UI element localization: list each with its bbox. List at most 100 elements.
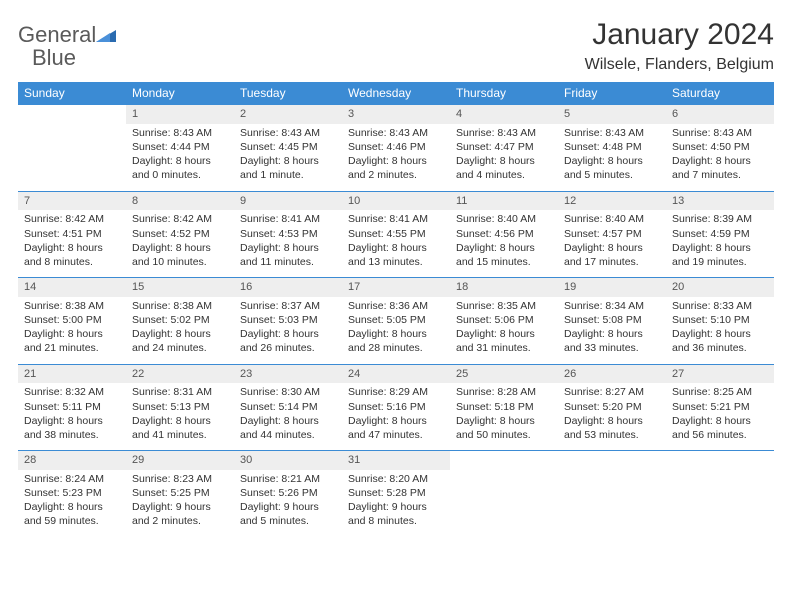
daylight-text: Daylight: 8 hours and 33 minutes.	[564, 327, 660, 355]
day-info-cell: Sunrise: 8:43 AMSunset: 4:48 PMDaylight:…	[558, 124, 666, 191]
sunset-text: Sunset: 5:18 PM	[456, 400, 552, 414]
weekday-header: Friday	[558, 82, 666, 105]
sunrise-text: Sunrise: 8:34 AM	[564, 299, 660, 313]
day-info-cell: Sunrise: 8:32 AMSunset: 5:11 PMDaylight:…	[18, 383, 126, 450]
day-number-cell: 8	[126, 191, 234, 210]
weekday-header: Thursday	[450, 82, 558, 105]
sunrise-text: Sunrise: 8:37 AM	[240, 299, 336, 313]
sunrise-text: Sunrise: 8:41 AM	[240, 212, 336, 226]
sunset-text: Sunset: 5:05 PM	[348, 313, 444, 327]
sunset-text: Sunset: 4:44 PM	[132, 140, 228, 154]
day-info-cell: Sunrise: 8:37 AMSunset: 5:03 PMDaylight:…	[234, 297, 342, 364]
daylight-text: Daylight: 8 hours and 5 minutes.	[564, 154, 660, 182]
day-info-cell: Sunrise: 8:24 AMSunset: 5:23 PMDaylight:…	[18, 470, 126, 537]
sunset-text: Sunset: 5:16 PM	[348, 400, 444, 414]
day-info-cell: Sunrise: 8:42 AMSunset: 4:51 PMDaylight:…	[18, 210, 126, 277]
day-number-cell	[666, 451, 774, 470]
day-info-cell: Sunrise: 8:20 AMSunset: 5:28 PMDaylight:…	[342, 470, 450, 537]
day-number-cell: 16	[234, 278, 342, 297]
sunrise-text: Sunrise: 8:20 AM	[348, 472, 444, 486]
sunrise-text: Sunrise: 8:28 AM	[456, 385, 552, 399]
logo-text-block: General Blue	[18, 24, 116, 70]
day-number-cell: 7	[18, 191, 126, 210]
sunset-text: Sunset: 4:51 PM	[24, 227, 120, 241]
day-number-cell: 26	[558, 364, 666, 383]
day-info-cell: Sunrise: 8:38 AMSunset: 5:02 PMDaylight:…	[126, 297, 234, 364]
day-info-cell: Sunrise: 8:38 AMSunset: 5:00 PMDaylight:…	[18, 297, 126, 364]
sunrise-text: Sunrise: 8:35 AM	[456, 299, 552, 313]
day-info-cell	[666, 470, 774, 537]
day-number-cell: 10	[342, 191, 450, 210]
calendar-body: 123456Sunrise: 8:43 AMSunset: 4:44 PMDay…	[18, 105, 774, 537]
title-block: January 2024 Wilsele, Flanders, Belgium	[585, 18, 774, 74]
day-info-cell: Sunrise: 8:41 AMSunset: 4:53 PMDaylight:…	[234, 210, 342, 277]
day-number-row: 28293031	[18, 451, 774, 470]
day-number-cell: 9	[234, 191, 342, 210]
sunset-text: Sunset: 5:23 PM	[24, 486, 120, 500]
day-number-cell: 5	[558, 105, 666, 124]
day-info-row: Sunrise: 8:38 AMSunset: 5:00 PMDaylight:…	[18, 297, 774, 364]
sunset-text: Sunset: 4:48 PM	[564, 140, 660, 154]
day-info-cell	[558, 470, 666, 537]
location: Wilsele, Flanders, Belgium	[585, 56, 774, 74]
day-number-cell: 6	[666, 105, 774, 124]
sunset-text: Sunset: 5:03 PM	[240, 313, 336, 327]
sunrise-text: Sunrise: 8:33 AM	[672, 299, 768, 313]
weekday-header: Monday	[126, 82, 234, 105]
day-number-cell	[450, 451, 558, 470]
day-number-cell: 11	[450, 191, 558, 210]
day-number-cell: 29	[126, 451, 234, 470]
daylight-text: Daylight: 8 hours and 31 minutes.	[456, 327, 552, 355]
sunset-text: Sunset: 5:25 PM	[132, 486, 228, 500]
day-number-row: 14151617181920	[18, 278, 774, 297]
day-info-row: Sunrise: 8:24 AMSunset: 5:23 PMDaylight:…	[18, 470, 774, 537]
day-info-cell: Sunrise: 8:31 AMSunset: 5:13 PMDaylight:…	[126, 383, 234, 450]
weekday-header-row: Sunday Monday Tuesday Wednesday Thursday…	[18, 82, 774, 105]
weekday-header: Tuesday	[234, 82, 342, 105]
day-info-cell: Sunrise: 8:25 AMSunset: 5:21 PMDaylight:…	[666, 383, 774, 450]
sunset-text: Sunset: 4:59 PM	[672, 227, 768, 241]
day-number-cell: 17	[342, 278, 450, 297]
day-number-cell: 15	[126, 278, 234, 297]
sunset-text: Sunset: 5:00 PM	[24, 313, 120, 327]
sunset-text: Sunset: 4:53 PM	[240, 227, 336, 241]
day-number-cell: 27	[666, 364, 774, 383]
day-info-cell: Sunrise: 8:33 AMSunset: 5:10 PMDaylight:…	[666, 297, 774, 364]
sunset-text: Sunset: 5:10 PM	[672, 313, 768, 327]
daylight-text: Daylight: 8 hours and 1 minute.	[240, 154, 336, 182]
daylight-text: Daylight: 8 hours and 13 minutes.	[348, 241, 444, 269]
logo-word2: Blue	[18, 45, 76, 70]
day-number-cell: 21	[18, 364, 126, 383]
weekday-header: Sunday	[18, 82, 126, 105]
sunrise-text: Sunrise: 8:43 AM	[348, 126, 444, 140]
day-info-cell	[450, 470, 558, 537]
calendar-table: Sunday Monday Tuesday Wednesday Thursday…	[18, 82, 774, 537]
day-number-cell: 18	[450, 278, 558, 297]
day-number-cell	[18, 105, 126, 124]
daylight-text: Daylight: 8 hours and 4 minutes.	[456, 154, 552, 182]
day-number-cell: 22	[126, 364, 234, 383]
weekday-header: Saturday	[666, 82, 774, 105]
day-info-cell: Sunrise: 8:43 AMSunset: 4:50 PMDaylight:…	[666, 124, 774, 191]
sunrise-text: Sunrise: 8:43 AM	[132, 126, 228, 140]
daylight-text: Daylight: 8 hours and 19 minutes.	[672, 241, 768, 269]
weekday-header: Wednesday	[342, 82, 450, 105]
day-number-row: 21222324252627	[18, 364, 774, 383]
day-number-cell: 2	[234, 105, 342, 124]
day-info-cell: Sunrise: 8:41 AMSunset: 4:55 PMDaylight:…	[342, 210, 450, 277]
day-number-row: 123456	[18, 105, 774, 124]
day-info-cell: Sunrise: 8:43 AMSunset: 4:47 PMDaylight:…	[450, 124, 558, 191]
daylight-text: Daylight: 8 hours and 7 minutes.	[672, 154, 768, 182]
daylight-text: Daylight: 8 hours and 56 minutes.	[672, 414, 768, 442]
sunset-text: Sunset: 4:50 PM	[672, 140, 768, 154]
day-number-cell: 31	[342, 451, 450, 470]
sunrise-text: Sunrise: 8:42 AM	[132, 212, 228, 226]
daylight-text: Daylight: 8 hours and 15 minutes.	[456, 241, 552, 269]
day-number-cell: 23	[234, 364, 342, 383]
day-number-cell: 19	[558, 278, 666, 297]
day-info-cell: Sunrise: 8:35 AMSunset: 5:06 PMDaylight:…	[450, 297, 558, 364]
day-info-row: Sunrise: 8:43 AMSunset: 4:44 PMDaylight:…	[18, 124, 774, 191]
daylight-text: Daylight: 8 hours and 26 minutes.	[240, 327, 336, 355]
sunrise-text: Sunrise: 8:36 AM	[348, 299, 444, 313]
day-info-cell: Sunrise: 8:43 AMSunset: 4:45 PMDaylight:…	[234, 124, 342, 191]
